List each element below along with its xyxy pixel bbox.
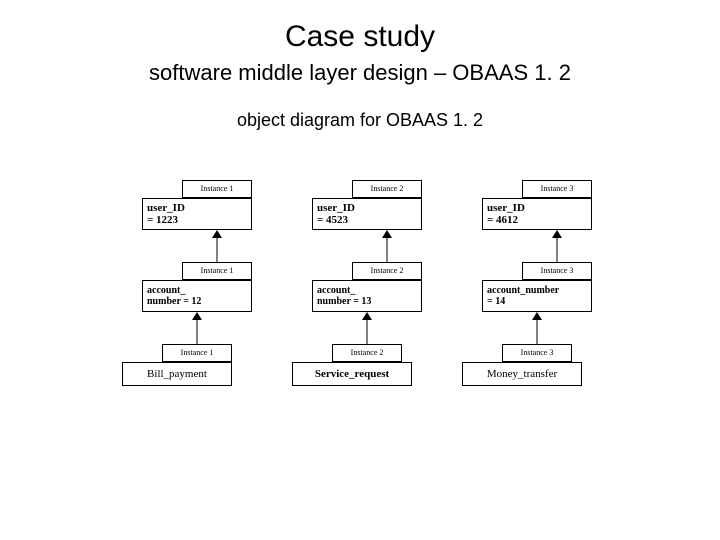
node-label: Instance 2 [351,349,384,358]
diagram-caption: object diagram for OBAAS 1. 2 [0,110,720,131]
node-label: Instance 3 [521,349,554,358]
node-label: Instance 2 [371,185,404,194]
node-a2-head: Instance 2 [352,262,422,280]
node-label: Instance 1 [201,267,234,276]
node-i1-head: Instance 1 [182,180,252,198]
node-label: account_number = 14 [483,285,559,307]
object-diagram: Instance 1 user_ID = 1223 Instance 2 user_I… [100,180,620,420]
node-label: Money_transfer [487,368,557,380]
node-label: Instance 1 [201,185,234,194]
node-a3-body: account_number = 14 [482,280,592,312]
node-b2-head: Instance 2 [332,344,402,362]
node-label: Bill_payment [147,368,207,380]
node-i2-body: user_ID = 4523 [312,198,422,230]
node-i2-head: Instance 2 [352,180,422,198]
node-a1-head: Instance 1 [182,262,252,280]
node-b1-head: Instance 1 [162,344,232,362]
node-label: Service_request [315,368,389,380]
node-i3-head: Instance 3 [522,180,592,198]
slide: Case study software middle layer design … [0,0,720,540]
node-label: Instance 3 [541,185,574,194]
page-subtitle: software middle layer design – OBAAS 1. … [0,60,720,86]
node-label: Instance 3 [541,267,574,276]
node-b2-body: Service_request [292,362,412,386]
node-b1-body: Bill_payment [122,362,232,386]
node-label: Instance 2 [371,267,404,276]
node-i1-body: user_ID = 1223 [142,198,252,230]
node-label: account_ number = 12 [143,285,201,307]
node-a3-head: Instance 3 [522,262,592,280]
node-label: user_ID = 4523 [313,202,355,226]
node-i3-body: user_ID = 4612 [482,198,592,230]
node-label: account_ number = 13 [313,285,371,307]
node-label: user_ID = 1223 [143,202,185,226]
node-label: Instance 1 [181,349,214,358]
node-a2-body: account_ number = 13 [312,280,422,312]
page-title: Case study [0,20,720,54]
node-b3-head: Instance 3 [502,344,572,362]
node-b3-body: Money_transfer [462,362,582,386]
node-label: user_ID = 4612 [483,202,525,226]
node-a1-body: account_ number = 12 [142,280,252,312]
